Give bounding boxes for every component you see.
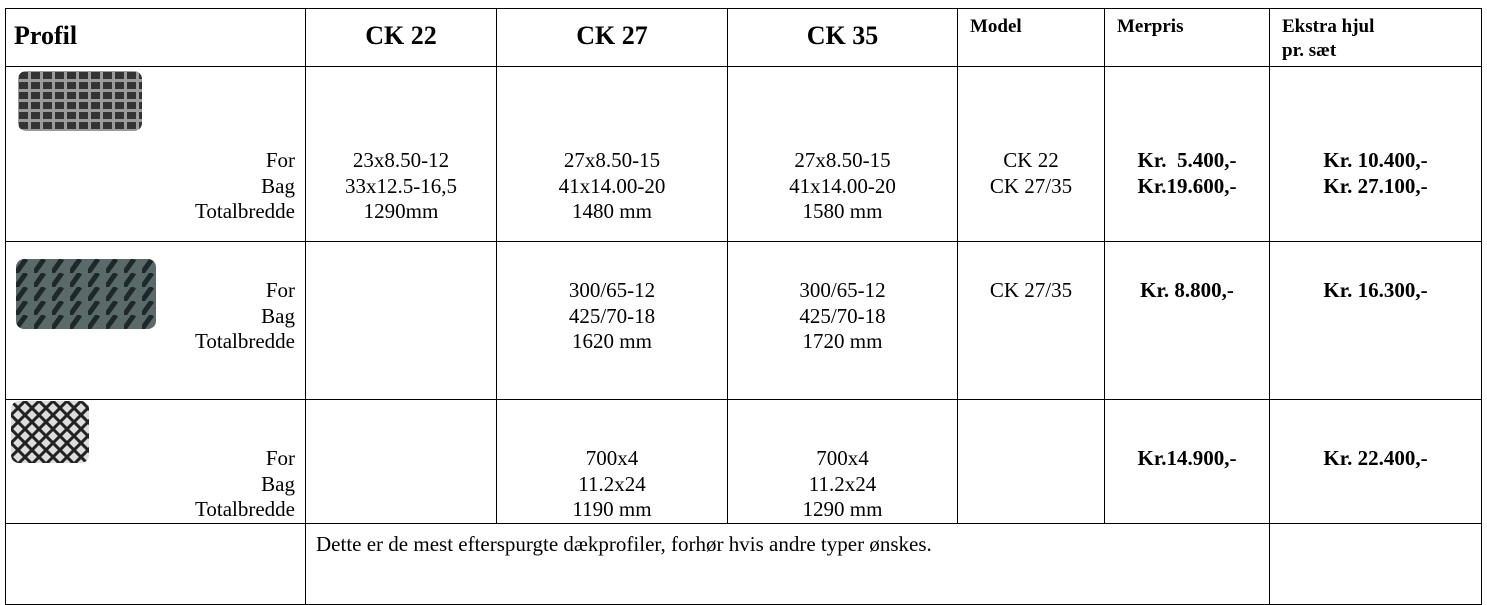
header-text: CK 27 xyxy=(576,21,648,50)
footer-note: Dette er de mest efterspurgte dækprofile… xyxy=(316,532,932,556)
cell: Kr. 16.300,- xyxy=(1270,242,1482,400)
row-label: For xyxy=(195,148,295,174)
cell-line: Kr. 10.400,- xyxy=(1270,148,1481,174)
cell-line: Kr. 5.400,- xyxy=(1105,148,1269,174)
header-text: Ekstra hjul xyxy=(1282,15,1481,39)
cell xyxy=(958,400,1105,524)
header-cell: CK 35 xyxy=(728,9,958,67)
cell-line: Kr. 27.100,- xyxy=(1270,174,1481,200)
row-label: For xyxy=(195,278,295,304)
cell-line: 300/65-12 xyxy=(728,278,957,304)
cell-line: Kr.14.900,- xyxy=(1105,446,1269,472)
header-cell: Profil xyxy=(6,9,306,67)
cell: Kr. 10.400,-Kr. 27.100,- xyxy=(1270,67,1482,242)
cell-line: 33x12.5-16,5 xyxy=(306,174,496,200)
row-label: Bag xyxy=(195,472,295,498)
header-text: Merpris xyxy=(1117,16,1183,37)
cell xyxy=(1270,523,1482,604)
header-text: CK 22 xyxy=(365,21,437,50)
cell-line: 1620 mm xyxy=(497,329,727,355)
cell-line: 27x8.50-15 xyxy=(497,148,727,174)
page: Profil CK 22 CK 27 CK 35 Model Merpris E… xyxy=(0,0,1487,603)
cell xyxy=(306,242,497,400)
cell-line: 300/65-12 xyxy=(497,278,727,304)
header-text: Profil xyxy=(14,21,77,50)
tire-image xyxy=(18,71,142,131)
header-text: Model xyxy=(970,16,1022,37)
cell-line: Kr. 22.400,- xyxy=(1270,446,1481,472)
cell: Kr. 5.400,-Kr.19.600,- xyxy=(1105,67,1270,242)
cell-line: 1290 mm xyxy=(728,497,957,523)
cell-line: 425/70-18 xyxy=(497,304,727,330)
row-label: Totalbredde xyxy=(195,199,295,225)
cell-line: CK 27/35 xyxy=(958,278,1104,304)
cell-line: Kr. 16.300,- xyxy=(1270,278,1481,304)
cell-line: Kr. 8.800,- xyxy=(1105,278,1269,304)
cell-line: 11.2x24 xyxy=(497,472,727,498)
row-label: Bag xyxy=(195,304,295,330)
cell-line: CK 27/35 xyxy=(958,174,1104,200)
tire-table: Profil CK 22 CK 27 CK 35 Model Merpris E… xyxy=(5,8,1482,605)
cell-line: 700x4 xyxy=(497,446,727,472)
cell xyxy=(6,523,306,604)
footer-cell: Dette er de mest efterspurgte dækprofile… xyxy=(306,523,1270,604)
cell-line: 11.2x24 xyxy=(728,472,957,498)
cell-line: 700x4 xyxy=(728,446,957,472)
row-label: Totalbredde xyxy=(195,497,295,523)
cell: Kr. 8.800,- xyxy=(1105,242,1270,400)
tire-image xyxy=(11,401,89,463)
row-label: For xyxy=(195,446,295,472)
header-cell: Model xyxy=(958,9,1105,67)
cell-line: 41x14.00-20 xyxy=(497,174,727,200)
cell-line: Kr.19.600,- xyxy=(1105,174,1269,200)
row-label: Totalbredde xyxy=(195,329,295,355)
cell-line: 1190 mm xyxy=(497,497,727,523)
header-row: Profil CK 22 CK 27 CK 35 Model Merpris E… xyxy=(6,9,1482,67)
header-text: CK 35 xyxy=(807,21,879,50)
row-label: Bag xyxy=(195,174,295,200)
cell-line: 1480 mm xyxy=(497,199,727,225)
cell: CK 27/35 xyxy=(958,242,1105,400)
footer-row: Dette er de mest efterspurgte dækprofile… xyxy=(6,523,1482,604)
cell-line: 1720 mm xyxy=(728,329,957,355)
cell-line: 1580 mm xyxy=(728,199,957,225)
header-cell: CK 22 xyxy=(306,9,497,67)
tire-image xyxy=(16,259,156,329)
cell-line: 425/70-18 xyxy=(728,304,957,330)
cell xyxy=(306,400,497,524)
header-cell: Merpris xyxy=(1105,9,1270,67)
cell: Kr.14.900,- xyxy=(1105,400,1270,524)
cell: Kr. 22.400,- xyxy=(1270,400,1482,524)
cell-line: 23x8.50-12 xyxy=(306,148,496,174)
cell-line: 27x8.50-15 xyxy=(728,148,957,174)
cell-line: 1290mm xyxy=(306,199,496,225)
header-cell: CK 27 xyxy=(497,9,728,67)
header-text: pr. sæt xyxy=(1282,39,1481,63)
cell-line: 41x14.00-20 xyxy=(728,174,957,200)
cell-line: CK 22 xyxy=(958,148,1104,174)
